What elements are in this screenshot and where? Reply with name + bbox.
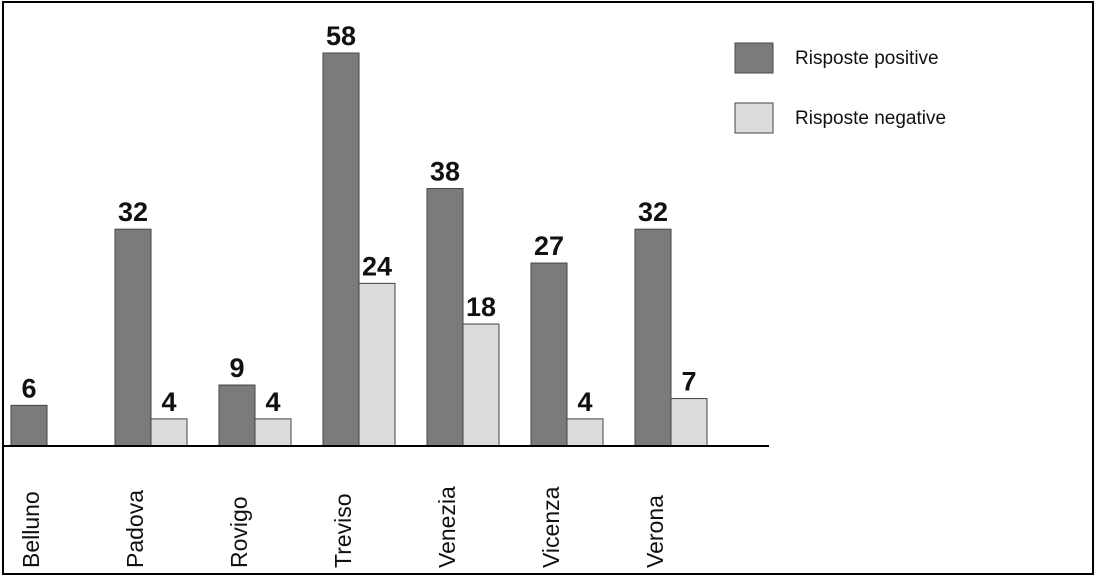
bar-positive-treviso [322,52,360,447]
value-label-positive-verona: 32 [638,197,668,227]
bar-positive-vicenza [530,262,568,447]
value-label-positive-venezia: 38 [430,157,460,187]
legend: Risposte positive Risposte negative [734,42,946,134]
value-label-positive-belluno: 6 [21,373,36,403]
category-label-rovigo: Rovigo [226,496,252,568]
legend-swatch-positive [734,42,774,74]
category-label-padova: Padova [122,490,148,568]
value-label-positive-vicenza: 27 [534,231,564,261]
category-label-verona: Verona [642,495,668,568]
value-label-positive-treviso: 58 [326,21,356,51]
bar-negative-treviso [358,282,396,447]
value-label-negative-venezia: 18 [466,292,496,322]
bar-positive-venezia [426,188,464,447]
bar-negative-verona [670,398,708,447]
value-label-positive-padova: 32 [118,197,148,227]
bar-negative-venezia [462,323,500,447]
value-label-negative-padova: 4 [161,387,176,417]
category-label-venezia: Venezia [434,486,460,568]
category-labels-group: Belluno Padova Rovigo Treviso Venezia Vicenza… [18,486,668,568]
legend-label-positive: Risposte positive [795,48,939,69]
bar-negative-padova [150,418,188,447]
bar-negative-rovigo [254,418,292,447]
legend-label-negative: Risposte negative [795,108,946,129]
bar-positive-padova [114,228,152,447]
value-label-negative-vicenza: 4 [577,387,592,417]
value-label-negative-treviso: 24 [362,251,392,281]
legend-swatch-negative [734,102,774,134]
category-label-belluno: Belluno [18,491,44,568]
value-label-negative-verona: 7 [681,367,696,397]
bar-positive-verona [634,228,672,447]
bar-positive-rovigo [218,384,256,447]
value-label-positive-rovigo: 9 [229,353,244,383]
category-label-treviso: Treviso [330,493,356,568]
bar-positive-belluno [10,404,48,447]
bars-group [10,52,708,447]
category-label-vicenza: Vicenza [538,486,564,568]
bar-negative-vicenza [566,418,604,447]
value-label-negative-rovigo: 4 [265,387,280,417]
